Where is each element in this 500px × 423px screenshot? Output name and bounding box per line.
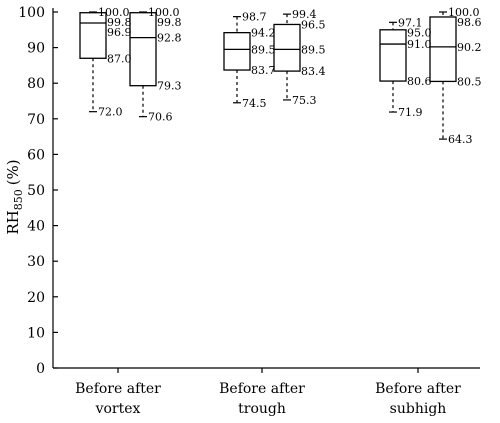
value-label-max: 97.1 [398, 16, 423, 29]
value-label-min: 70.6 [148, 111, 173, 124]
category-label-line2: vortex [95, 401, 141, 417]
y-tick-label: 80 [27, 76, 45, 92]
value-label-q1: 83.4 [301, 65, 326, 78]
box-trough-before: 98.7 94.2 89.5 83.7 74.5 [223, 11, 276, 110]
value-label-max: 99.4 [292, 8, 317, 21]
y-tick-label: 100 [18, 5, 45, 21]
category-label-line1: Before after [375, 381, 461, 397]
y-tick-label: 10 [27, 325, 45, 341]
box-subhigh-after: 100.098.6 90.2 80.5 64.3 [429, 6, 482, 146]
box-vortex-before: 100.099.896.9 87.0 72.0 [79, 6, 132, 119]
value-label-min: 75.3 [292, 94, 317, 107]
value-label-q1: 80.6 [407, 75, 432, 88]
category-label-line2: trough [238, 401, 286, 417]
y-tick-label: 40 [27, 219, 45, 235]
box-subhigh-before: 97.195.091.0 80.6 71.9 [379, 16, 432, 119]
boxes: 100.099.896.987.072.0100.099.892.879.370… [79, 6, 482, 146]
value-label-median: 90.2 [457, 41, 482, 54]
y-tick-label: 20 [27, 290, 45, 306]
value-label-max: 98.7 [242, 11, 267, 24]
y-axis-label-sub: 850 [12, 189, 25, 210]
axes: 0 10 20 30 40 50 60 70 80 90 100 Before after vortex… [18, 5, 480, 417]
value-label-q1: 80.5 [457, 75, 482, 88]
category-label-line2: subhigh [390, 401, 447, 417]
box-vortex-after: 100.099.8 92.8 79.3 70.6 [129, 6, 182, 124]
value-label-median: 89.5 [251, 43, 276, 56]
value-label-median: 89.5 [301, 43, 326, 56]
value-label-min: 74.5 [242, 97, 267, 110]
value-label-q1: 79.3 [157, 80, 182, 93]
iqr-box [379, 29, 407, 82]
value-label-q3: 99.8 [157, 16, 182, 29]
value-label-median: 96.9 [107, 26, 132, 39]
y-tick-label: 70 [27, 112, 45, 128]
y-tick-label: 0 [36, 361, 45, 377]
value-label-min: 64.3 [448, 133, 473, 146]
y-tick-label: 50 [27, 183, 45, 199]
category-label-line1: Before after [75, 381, 161, 397]
y-tick-label: 90 [27, 41, 45, 57]
value-label-max: 100.0 [148, 6, 180, 19]
value-label-q1: 83.7 [251, 64, 276, 77]
iqr-box [429, 16, 457, 83]
value-label-min: 71.9 [398, 106, 423, 119]
iqr-box [129, 12, 157, 87]
value-label-max: 100.0 [448, 6, 480, 19]
value-label-q3: 98.6 [457, 16, 482, 29]
box-trough-after: 99.496.5 89.5 83.4 75.3 [273, 8, 326, 107]
y-axis-label-unit: (%) [4, 159, 22, 185]
value-label-max: 100.0 [98, 6, 130, 19]
value-label-q3: 96.5 [301, 18, 326, 31]
value-label-q1: 87.0 [107, 52, 132, 65]
iqr-box [273, 23, 301, 72]
category-label-line1: Before after [219, 381, 305, 397]
value-label-q3: 94.2 [251, 27, 276, 40]
value-label-min: 72.0 [98, 106, 123, 119]
value-label-q3: 99.8 [107, 16, 132, 29]
y-axis-label-main: RH [4, 210, 22, 234]
y-tick-label: 60 [27, 147, 45, 163]
y-tick-label: 30 [27, 254, 45, 270]
value-label-median: 92.8 [157, 32, 182, 45]
y-axis-label: RH850 (%) [4, 159, 25, 234]
value-label-q3: 95.0 [407, 26, 432, 39]
value-label-median: 91.0 [407, 38, 432, 51]
iqr-box [223, 31, 251, 71]
iqr-box [79, 12, 107, 59]
